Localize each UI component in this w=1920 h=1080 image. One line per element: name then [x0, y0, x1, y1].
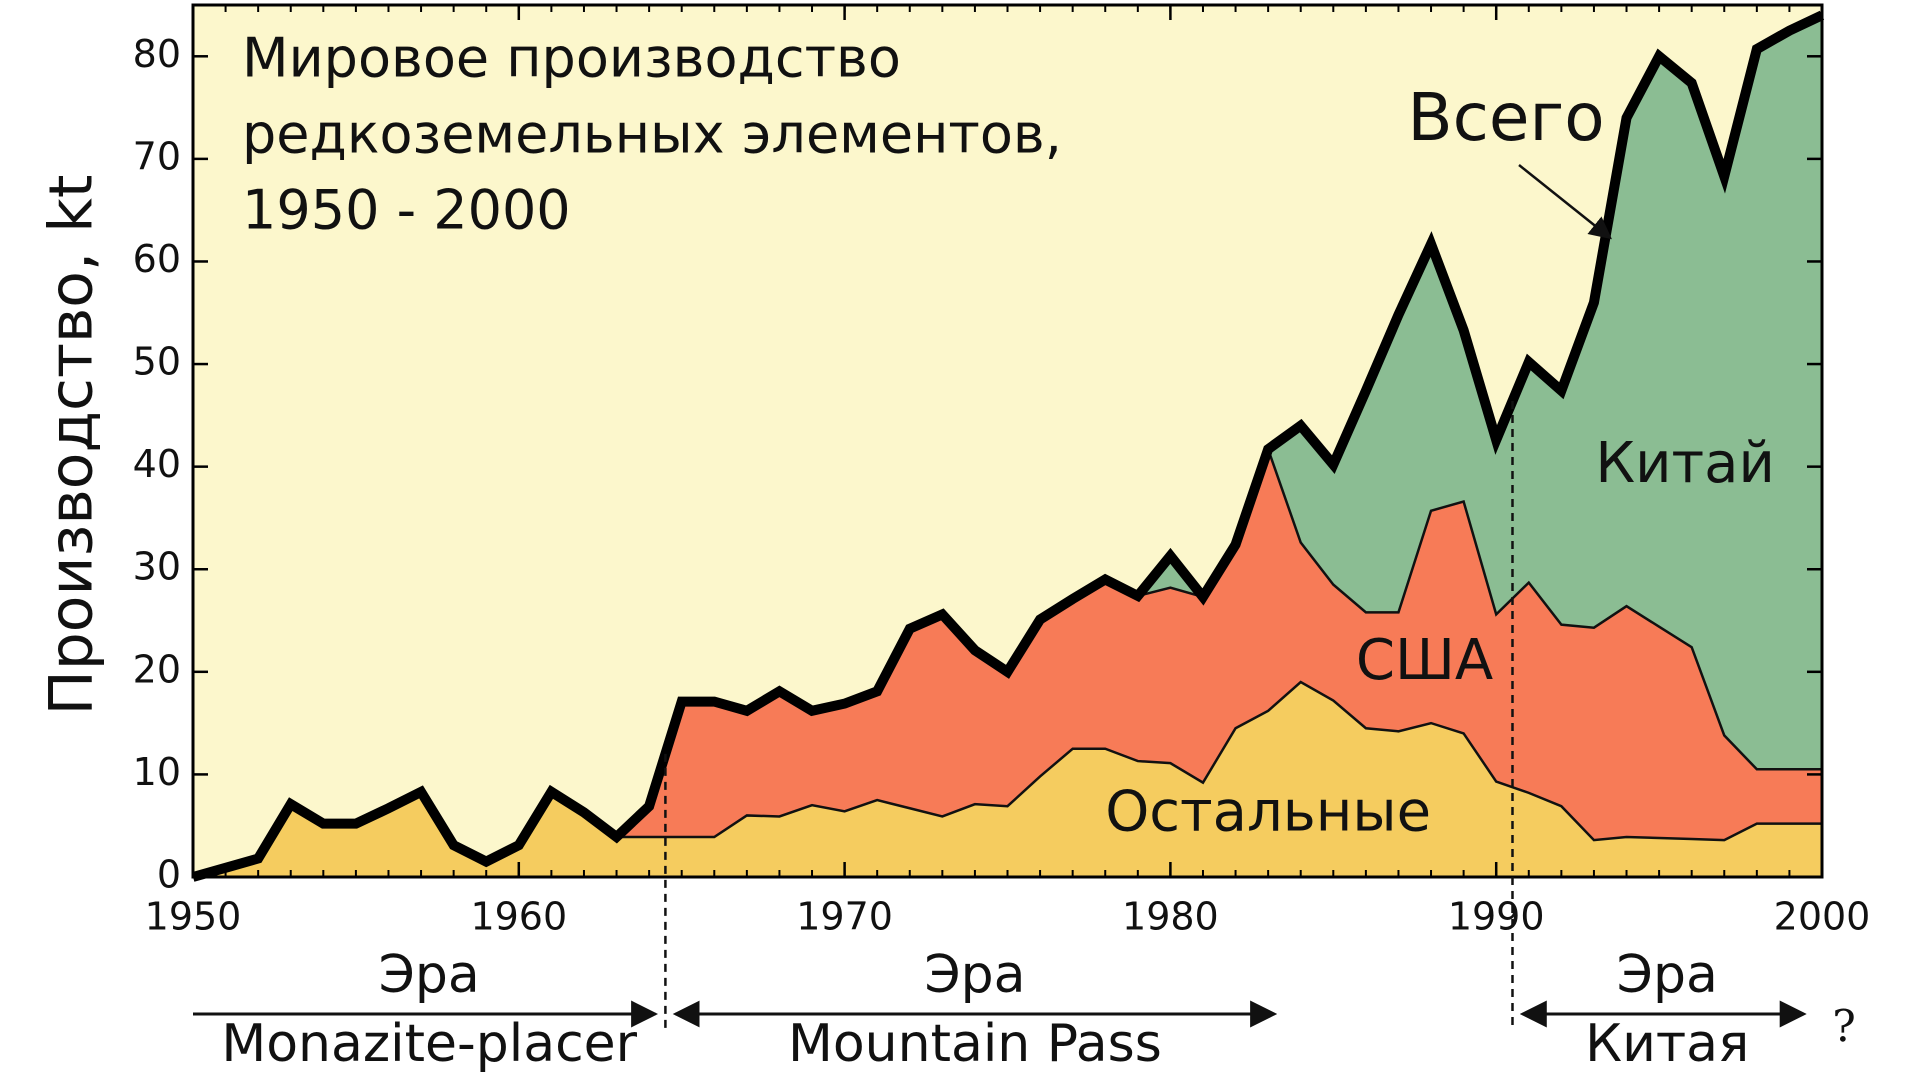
- y-tick-label: 50: [133, 340, 181, 384]
- series-label: Китай: [1595, 431, 1774, 496]
- y-tick-label: 10: [133, 750, 181, 794]
- area: [193, 449, 1822, 877]
- x-tick-label: 1960: [470, 895, 567, 939]
- era-name: Mountain Pass: [788, 1014, 1162, 1074]
- total-label: Всего: [1407, 79, 1604, 156]
- era-title: Эра: [379, 945, 480, 1005]
- y-tick-label: 30: [133, 545, 181, 589]
- plot-area: [191, 5, 1825, 882]
- era-note: ?: [1832, 1002, 1856, 1053]
- y-tick-label: 60: [133, 237, 181, 281]
- y-tick-label: 80: [133, 32, 181, 76]
- total-arrow: [1518, 164, 1612, 240]
- y-tick-label: 70: [133, 134, 181, 178]
- y-tick-label: 20: [133, 647, 181, 691]
- x-tick-label: 1980: [1122, 895, 1219, 939]
- y-axis-label: Производство, kt: [37, 175, 107, 716]
- era-title: Эра: [924, 945, 1025, 1005]
- total-outline: [191, 10, 1825, 882]
- chart-title: Мировое производство: [242, 27, 901, 90]
- y-tick-label: 40: [133, 442, 181, 486]
- y-tick-label: 0: [157, 853, 181, 897]
- series-label: США: [1356, 628, 1493, 693]
- chart-title: редкоземельных элементов,: [242, 103, 1062, 166]
- era-name: Китая: [1585, 1014, 1749, 1074]
- x-tick-label: 1950: [145, 895, 242, 939]
- chart-title: 1950 - 2000: [242, 179, 571, 242]
- series-label: Остальные: [1105, 780, 1431, 845]
- x-tick-label: 2000: [1774, 895, 1871, 939]
- era-name: Monazite-placer: [221, 1014, 637, 1074]
- era-title: Эра: [1617, 945, 1718, 1005]
- x-tick-label: 1990: [1448, 895, 1545, 939]
- x-tick-label: 1970: [796, 895, 893, 939]
